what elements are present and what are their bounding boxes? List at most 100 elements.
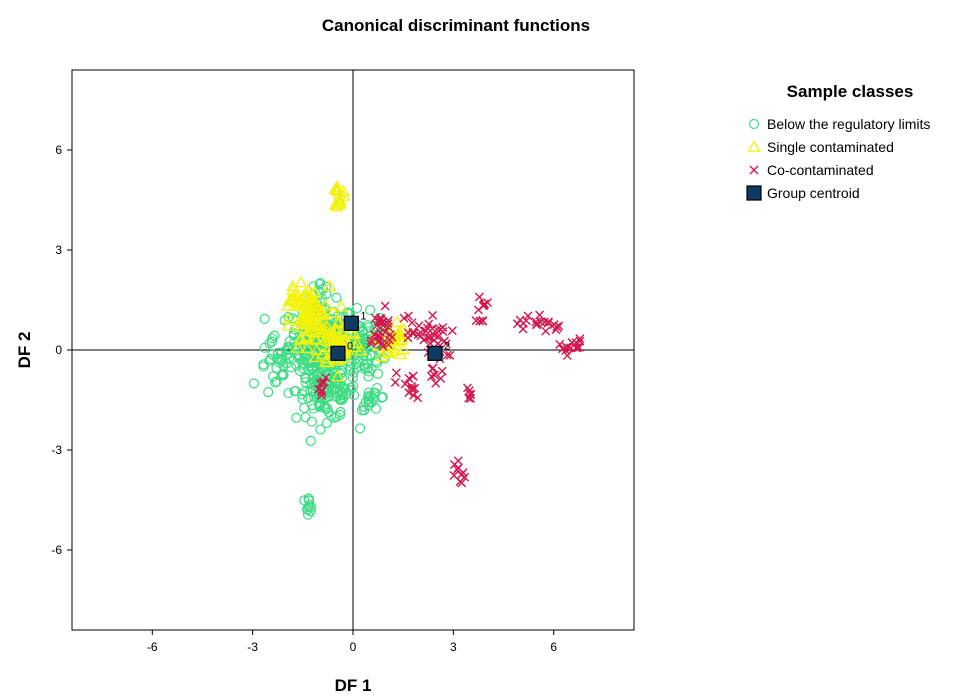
legend-label: Co-contaminated — [767, 162, 874, 178]
data-point — [362, 362, 373, 374]
data-point — [307, 364, 318, 375]
legend-item: Single contaminated — [747, 139, 894, 155]
data-point — [301, 303, 315, 316]
data-point — [400, 379, 410, 389]
data-point — [572, 343, 582, 353]
data-point — [306, 362, 317, 374]
data-point — [571, 343, 581, 353]
centroid-label: 0 — [347, 340, 353, 352]
data-point — [259, 313, 270, 324]
data-point — [562, 351, 572, 361]
data-point — [392, 328, 406, 340]
data-point — [308, 332, 322, 344]
data-point — [334, 299, 348, 312]
data-point — [351, 302, 363, 314]
data-point — [315, 347, 330, 360]
data-point — [291, 360, 302, 371]
x-tick-label: -6 — [147, 640, 158, 654]
legend: Sample classes Below the regulatory limi… — [746, 82, 930, 201]
data-point — [361, 358, 373, 370]
data-point — [337, 394, 348, 406]
data-point — [272, 347, 284, 359]
data-point — [319, 377, 329, 387]
data-point — [357, 326, 368, 337]
data-point — [258, 359, 269, 370]
data-point — [408, 371, 418, 381]
data-point — [376, 339, 386, 349]
data-point — [404, 373, 414, 383]
data-point — [536, 317, 546, 327]
y-tick-label: 0 — [55, 343, 62, 357]
series-triangle-points — [281, 180, 411, 382]
data-point — [303, 392, 314, 404]
data-point — [320, 351, 334, 364]
data-point — [282, 341, 293, 352]
data-point — [447, 326, 457, 336]
data-point — [378, 320, 388, 330]
data-point — [278, 370, 289, 381]
data-point — [350, 358, 362, 369]
data-point — [549, 320, 559, 330]
data-point — [306, 294, 320, 306]
data-point — [307, 285, 322, 298]
data-point — [332, 192, 347, 204]
data-point — [392, 324, 407, 336]
data-point — [393, 347, 407, 360]
data-point — [354, 343, 368, 356]
data-point — [331, 369, 345, 382]
legend-label: Single contaminated — [767, 139, 894, 155]
group-centroid-marker — [427, 345, 443, 361]
data-point — [430, 370, 440, 380]
data-point — [359, 405, 370, 416]
legend-label: Group centroid — [767, 185, 860, 201]
data-point — [338, 382, 349, 393]
group-centroids: 0 1 2 — [330, 310, 450, 361]
data-point — [475, 316, 485, 326]
data-point — [282, 294, 296, 306]
y-axis-title: DF 2 — [15, 332, 34, 369]
data-point — [303, 493, 315, 505]
centroid-label: 2 — [444, 340, 450, 352]
data-point — [305, 309, 319, 322]
data-point — [331, 292, 342, 303]
data-point — [276, 347, 288, 358]
data-point — [348, 340, 363, 353]
data-point — [293, 350, 304, 361]
y-tick-label: -6 — [51, 543, 62, 557]
data-point — [541, 326, 551, 336]
data-point — [466, 393, 476, 403]
data-point — [363, 391, 374, 402]
data-point — [407, 318, 417, 328]
data-point — [308, 325, 322, 338]
legend-label: Below the regulatory limits — [767, 116, 930, 132]
data-point — [365, 350, 376, 361]
data-point — [354, 423, 366, 434]
data-point — [376, 313, 386, 323]
data-point — [455, 477, 465, 487]
data-point — [332, 197, 346, 210]
data-point — [317, 390, 327, 400]
data-point — [294, 275, 308, 288]
data-point — [390, 315, 404, 327]
data-point — [421, 326, 431, 336]
data-point — [317, 324, 331, 336]
data-point — [299, 495, 310, 506]
data-point — [299, 329, 314, 342]
data-point — [310, 343, 324, 355]
data-point — [347, 327, 362, 340]
chart-title: Canonical discriminant functions — [322, 16, 590, 35]
data-point — [284, 352, 295, 363]
data-point — [391, 368, 401, 378]
data-point — [336, 390, 347, 401]
data-point — [364, 304, 376, 316]
data-point — [271, 376, 282, 387]
data-point — [323, 279, 337, 291]
data-point — [407, 383, 417, 393]
data-point — [345, 361, 356, 372]
data-point — [291, 412, 302, 423]
data-point — [423, 332, 433, 342]
data-point — [291, 341, 305, 353]
data-point — [408, 327, 418, 337]
x-tick-label: 3 — [450, 640, 457, 654]
